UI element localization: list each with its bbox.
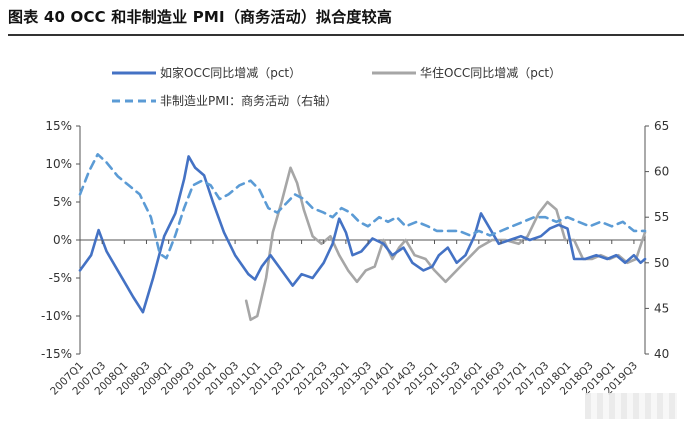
plot-axes [79, 126, 646, 354]
series-line-2 [78, 153, 647, 260]
title-underline [8, 34, 684, 36]
right-tick-label: 40 [654, 347, 669, 361]
right-axis-ticks: 65 60 55 50 45 40 [645, 119, 669, 361]
left-tick-label: -10% [41, 309, 72, 323]
chart-title: 图表 40 OCC 和非制造业 PMI（商务活动）拟合度较高 [8, 8, 393, 26]
right-tick-label: 65 [654, 119, 669, 133]
legend-label-pmi: 非制造业PMI：商务活动（右轴） [160, 94, 338, 108]
series-line-1 [244, 166, 647, 322]
left-tick-label: -5% [49, 271, 72, 285]
right-tick-label: 45 [654, 301, 669, 315]
watermark-blur [585, 393, 677, 419]
legend-label-rujia: 如家OCC同比增减（pct） [160, 66, 302, 80]
right-tick-label: 60 [654, 165, 669, 179]
left-tick-label: 0% [53, 233, 72, 247]
legend-item-huazhu: 华住OCC同比增减（pct） [372, 64, 561, 81]
right-tick-label: 55 [654, 210, 669, 224]
left-tick-label: 10% [45, 157, 72, 171]
legend-label-huazhu: 华住OCC同比增减（pct） [420, 66, 562, 80]
legend-swatch-pmi [112, 99, 156, 102]
legend-swatch-huazhu [372, 71, 416, 74]
legend-item-rujia: 如家OCC同比增减（pct） [112, 64, 301, 81]
left-tick-label: 5% [53, 195, 72, 209]
plot-series [78, 153, 647, 322]
legend-item-pmi: 非制造业PMI：商务活动（右轴） [112, 92, 337, 109]
left-axis-ticks: 15% 10% 5% 0% -5% -10% -15% [41, 119, 80, 361]
left-tick-label: 15% [45, 119, 72, 133]
right-tick-label: 50 [654, 256, 669, 270]
series-line-0 [78, 155, 647, 314]
left-tick-label: -15% [41, 347, 72, 361]
legend-swatch-rujia [112, 71, 156, 74]
